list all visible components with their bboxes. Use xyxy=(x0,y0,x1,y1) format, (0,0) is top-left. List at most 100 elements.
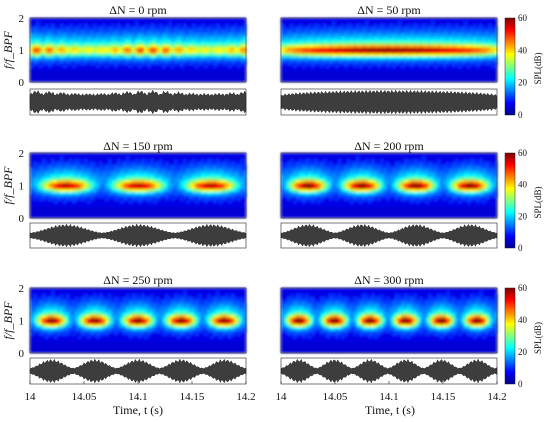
spectrogram-cell xyxy=(69,299,73,304)
spectrogram-cell xyxy=(389,58,393,63)
spectrogram-cell xyxy=(129,200,133,204)
spectrogram-cell xyxy=(66,332,70,336)
y-tick-label: 0 xyxy=(19,213,25,225)
spectrogram-cell xyxy=(299,299,303,304)
spectrogram-cell xyxy=(225,161,229,166)
spectrogram-cell xyxy=(216,332,220,336)
spectrogram-cell xyxy=(144,329,148,333)
spectrogram-cell xyxy=(87,55,91,60)
spectrogram-cell xyxy=(177,52,181,57)
spectrogram-cell xyxy=(455,44,459,48)
spectrogram-cell xyxy=(485,44,489,48)
spectrogram-cell xyxy=(204,64,208,69)
spectrogram-cell xyxy=(48,326,52,330)
spectrogram-cell xyxy=(129,167,133,172)
spectrogram-cell xyxy=(234,26,238,31)
spectrogram-cell xyxy=(87,335,91,339)
spectrogram-cell xyxy=(213,50,217,54)
spectrogram-cell xyxy=(419,58,423,63)
spectrogram-cell xyxy=(302,296,306,301)
spectrogram-cell xyxy=(108,170,112,175)
spectrogram-cell xyxy=(386,55,390,60)
spectrogram-cell xyxy=(231,167,235,172)
spectrogram-cell xyxy=(243,55,247,60)
spectrogram-cell xyxy=(66,32,70,37)
spectrogram-cell xyxy=(434,50,438,54)
spectrogram-cell xyxy=(171,38,175,42)
spectrogram-cell xyxy=(407,41,411,45)
spectrogram-cell xyxy=(353,47,357,51)
spectrogram-cell xyxy=(171,26,175,31)
spectrogram-cell xyxy=(153,188,157,192)
spectrogram-cell xyxy=(111,182,115,187)
spectrogram-cell xyxy=(395,176,399,181)
spectrogram-cell xyxy=(347,185,351,190)
spectrogram-cell xyxy=(72,173,76,178)
spectrogram-cell xyxy=(75,170,79,175)
spectrogram-cell xyxy=(213,317,217,322)
spectrogram-cell xyxy=(240,179,244,184)
spectrogram-cell xyxy=(93,326,97,330)
spectrogram-cell xyxy=(332,47,336,51)
spectrogram-cell xyxy=(177,41,181,45)
spectrogram-cell xyxy=(159,194,163,198)
spectrogram-cell xyxy=(165,29,169,34)
spectrogram-cell xyxy=(45,29,49,34)
spectrogram-cell xyxy=(434,176,438,181)
spectrogram-cell xyxy=(470,44,474,48)
spectrogram-cell xyxy=(425,35,429,39)
spectrogram-cell xyxy=(213,182,217,187)
spectrogram-cell xyxy=(198,55,202,60)
spectrogram-cell xyxy=(356,191,360,195)
spectrogram-cell xyxy=(183,311,187,316)
spectrogram-cell xyxy=(347,23,351,28)
spectrogram-cell xyxy=(60,179,64,184)
spectrogram-cell xyxy=(123,323,127,327)
spectrogram-cell xyxy=(225,173,229,178)
spectrogram-cell xyxy=(290,41,294,45)
spectrogram-cell xyxy=(183,58,187,63)
spectrogram-cell xyxy=(45,61,49,66)
spectrogram-cell xyxy=(228,50,232,54)
spectrogram-cell xyxy=(335,47,339,51)
spectrogram-cell xyxy=(183,173,187,178)
spectrogram-cell xyxy=(380,50,384,54)
spectrogram-cell xyxy=(431,55,435,60)
spectrogram-cell xyxy=(371,164,375,169)
spectrogram-cell xyxy=(398,191,402,195)
spectrogram-cell xyxy=(72,332,76,336)
spectrogram-cell xyxy=(120,52,124,57)
spectrogram-cell xyxy=(171,50,175,54)
spectrogram-cell xyxy=(234,299,238,304)
spectrogram-cell xyxy=(81,179,85,184)
spectrogram-cell xyxy=(138,26,142,31)
spectrogram-cell xyxy=(317,170,321,175)
spectrogram-cell xyxy=(66,58,70,63)
spectrogram-cell xyxy=(281,305,285,310)
spectrogram-cell xyxy=(180,164,184,169)
spectrogram-cell xyxy=(296,188,300,192)
spectrogram-cell xyxy=(488,32,492,37)
spectrogram-cell xyxy=(458,29,462,34)
spectrogram-cell xyxy=(404,47,408,51)
spectrogram-cell xyxy=(485,38,489,42)
spectrogram-cell xyxy=(183,23,187,28)
spectrogram-cell xyxy=(156,182,160,187)
spectrogram-cell xyxy=(180,35,184,39)
spectrogram-cell xyxy=(174,50,178,54)
spectrogram-cell xyxy=(129,64,133,69)
spectrogram-cell xyxy=(228,323,232,327)
spectrogram-cell xyxy=(42,329,46,333)
waveform-frame xyxy=(29,88,247,116)
spectrogram-cell xyxy=(428,32,432,37)
spectrogram-cell xyxy=(75,188,79,192)
spectrogram-cell xyxy=(111,52,115,57)
spectrogram-cell xyxy=(144,52,148,57)
spectrogram-cell xyxy=(425,164,429,169)
spectrogram-cell xyxy=(222,185,226,190)
spectrogram-cell xyxy=(338,50,342,54)
spectrogram-cell xyxy=(219,35,223,39)
spectrogram-cell xyxy=(311,26,315,31)
spectrogram-cell xyxy=(344,164,348,169)
spectrogram-cell xyxy=(84,191,88,195)
